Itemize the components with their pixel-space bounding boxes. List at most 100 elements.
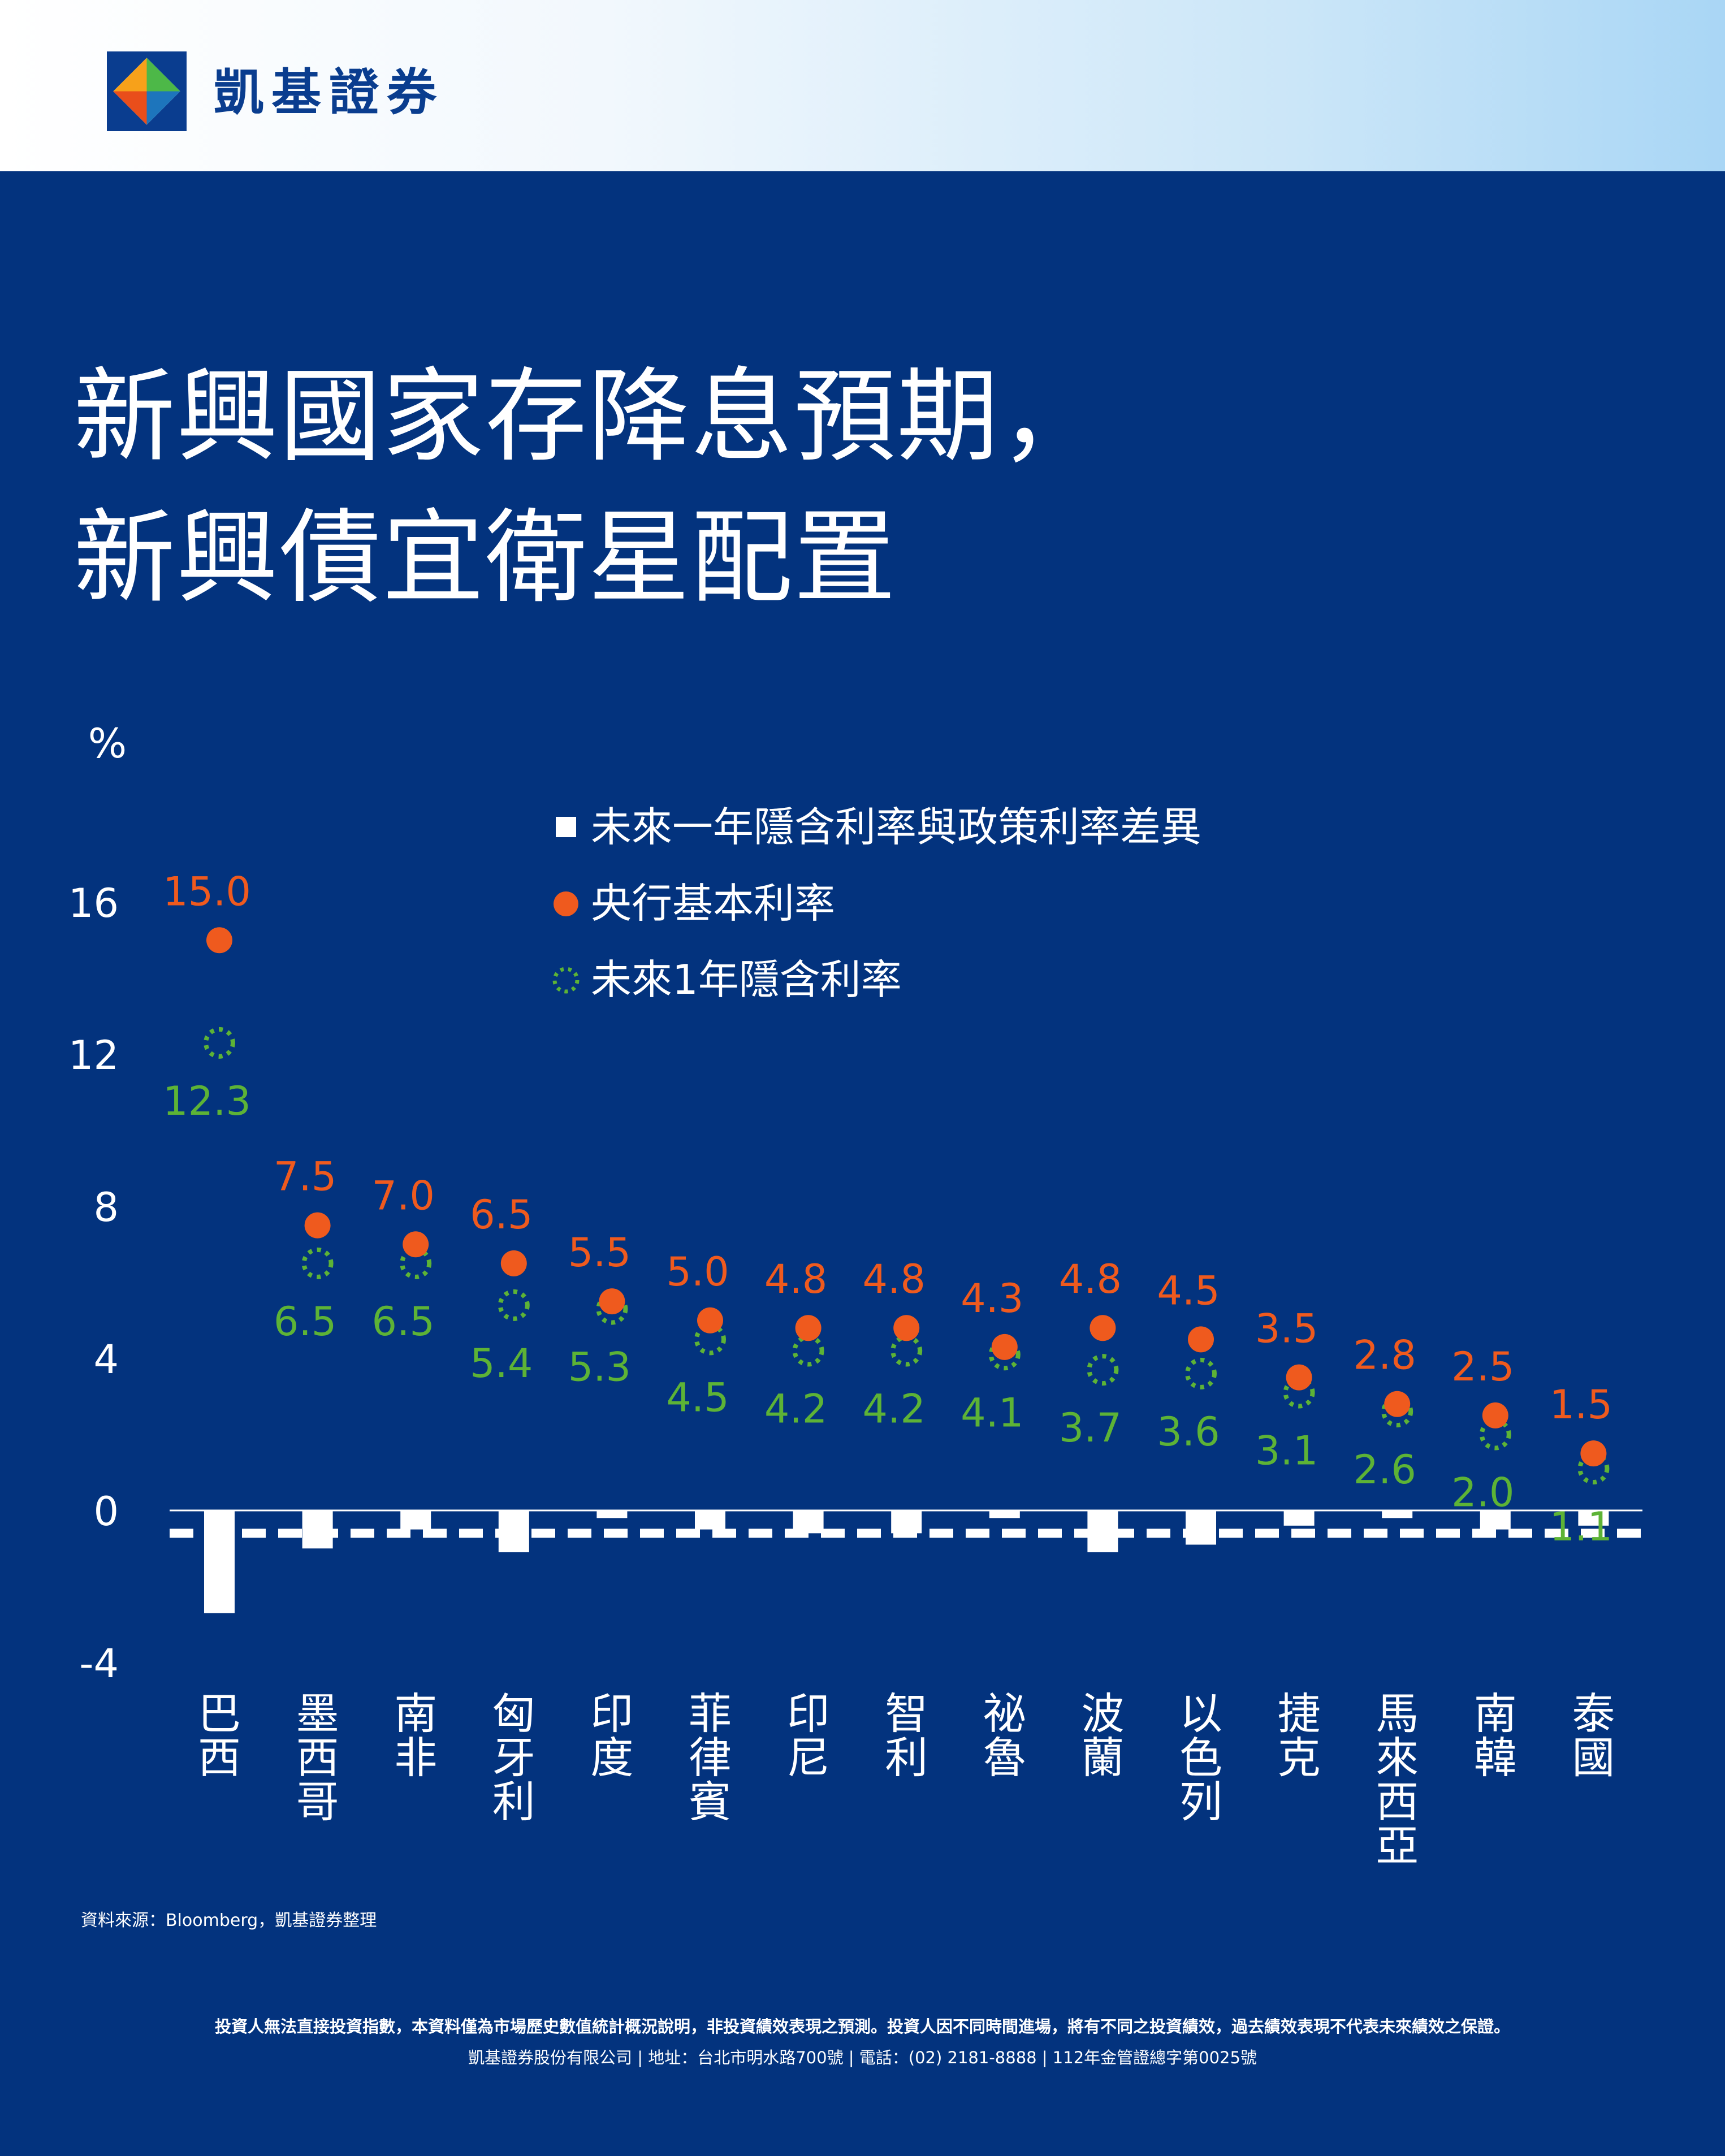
category-label: 西 — [296, 1733, 339, 1783]
data-label-implied: 4.2 — [764, 1386, 827, 1432]
marker-policy-rate — [893, 1315, 920, 1341]
bar-diff — [1480, 1510, 1511, 1530]
category-label: 克 — [1278, 1733, 1321, 1783]
bar-layer — [204, 1510, 1609, 1613]
marker-implied-rate — [890, 1335, 923, 1367]
bar-diff — [596, 1510, 628, 1518]
data-label-policy: 2.8 — [1354, 1332, 1416, 1379]
marker-policy-rate — [1286, 1364, 1312, 1391]
data-label-policy: 3.5 — [1255, 1306, 1318, 1352]
data-label-policy: 5.5 — [568, 1229, 631, 1276]
marker-policy-rate — [1580, 1440, 1607, 1467]
data-label-implied: 4.5 — [666, 1374, 729, 1421]
category-label: 牙 — [492, 1733, 535, 1783]
category-label: 巴 — [198, 1689, 241, 1739]
bar-diff — [1578, 1510, 1609, 1526]
bar-diff — [400, 1510, 431, 1530]
company-info: 凱基證券股份有限公司 | 地址：台北市明水路700號 | 電話：(02) 218… — [468, 2048, 1257, 2067]
category-label: 利 — [885, 1733, 928, 1783]
category-label: 度 — [590, 1733, 633, 1783]
y-tick-label: 0 — [93, 1488, 119, 1535]
y-tick-label: -4 — [79, 1640, 119, 1687]
data-label-policy: 4.8 — [863, 1256, 926, 1302]
data-label-implied: 2.6 — [1354, 1447, 1416, 1493]
bar-diff — [989, 1510, 1020, 1518]
y-axis-unit-label: % — [88, 720, 127, 767]
category-label: 利 — [492, 1777, 535, 1827]
category-label: 印 — [787, 1689, 830, 1739]
bar-diff — [204, 1510, 235, 1613]
marker-implied-rate — [301, 1247, 334, 1279]
data-label-policy: 4.3 — [961, 1275, 1023, 1322]
page-title-line-1: 新興國家存降息預期， — [74, 358, 1103, 476]
marker-implied-rate — [498, 1289, 530, 1321]
data-label-policy: 4.8 — [1059, 1256, 1122, 1302]
header-banner: 凱基證券 — [0, 0, 1725, 171]
legend-square-icon — [556, 817, 576, 837]
category-label: 哥 — [296, 1777, 339, 1827]
legend-orange-dot-icon — [554, 891, 578, 916]
marker-implied-rate — [204, 1027, 235, 1059]
y-tick-label: 4 — [93, 1336, 119, 1383]
label-layer: 15.0 7.5 7.0 6.5 5.5 5.0 4.8 4.8 4.3 4.8 4.5 3.5 2.8… — [163, 868, 1612, 1550]
category-label: 色 — [1179, 1733, 1222, 1783]
marker-policy-rate — [795, 1315, 822, 1341]
data-label-policy: 15.0 — [163, 868, 251, 915]
brand-logo-icon — [107, 51, 187, 131]
bar-diff — [1382, 1510, 1413, 1518]
data-label-policy: 2.5 — [1451, 1344, 1514, 1390]
legend-label-policy: 央行基本利率 — [591, 880, 836, 927]
marker-implied-rate — [1087, 1354, 1119, 1386]
category-label: 祕 — [983, 1689, 1026, 1739]
data-label-implied: 3.7 — [1059, 1405, 1122, 1451]
data-label-policy: 6.5 — [470, 1192, 533, 1238]
data-label-policy: 1.5 — [1550, 1382, 1612, 1428]
rate-chart: % 16 12 8 4 0 -4 15.0 7.5 7.0 6.5 5.5 5.0 4.8 4.8 4.3 4… — [68, 720, 1642, 1871]
category-label: 列 — [1179, 1777, 1222, 1827]
category-label: 亞 — [1376, 1821, 1419, 1871]
category-label: 尼 — [787, 1733, 830, 1783]
data-label-policy: 7.5 — [274, 1154, 336, 1200]
y-tick-label: 12 — [68, 1032, 119, 1079]
marker-policy-rate — [1482, 1402, 1508, 1428]
marker-policy-rate — [1188, 1326, 1214, 1353]
category-label: 國 — [1572, 1733, 1615, 1783]
category-label: 以 — [1179, 1689, 1222, 1739]
marker-policy-rate — [403, 1231, 429, 1258]
category-label: 馬 — [1376, 1689, 1419, 1739]
category-label: 賓 — [689, 1777, 732, 1827]
category-label: 韓 — [1474, 1733, 1517, 1783]
marker-implied-rate — [792, 1335, 824, 1367]
legend-green-dotted-circle-icon — [552, 967, 580, 994]
data-label-implied: 5.3 — [568, 1344, 631, 1391]
page-title-line-2: 新興債宜衛星配置 — [74, 499, 897, 617]
category-label: 匈 — [492, 1689, 535, 1739]
marker-policy-rate — [304, 1212, 331, 1239]
category-label: 南 — [394, 1689, 437, 1739]
data-label-implied: 12.3 — [163, 1078, 251, 1124]
data-label-implied: 4.1 — [961, 1389, 1023, 1436]
data-label-implied: 4.2 — [863, 1386, 926, 1432]
category-label: 魯 — [983, 1733, 1026, 1783]
data-label-policy: 7.0 — [372, 1172, 435, 1219]
category-label: 來 — [1376, 1733, 1419, 1783]
data-label-policy: 5.0 — [666, 1249, 729, 1295]
data-label-implied: 2.0 — [1451, 1470, 1514, 1516]
category-label: 泰 — [1572, 1689, 1615, 1739]
data-label-implied: 6.5 — [274, 1298, 336, 1345]
marker-layer — [204, 927, 1610, 1485]
brand-name: 凱基證券 — [214, 63, 445, 122]
category-label: 印 — [590, 1689, 633, 1739]
marker-implied-rate — [1185, 1357, 1217, 1389]
data-label-implied: 3.6 — [1157, 1409, 1220, 1455]
source-note: 資料來源：Bloomberg，凱基證券整理 — [81, 1911, 377, 1930]
bar-diff — [1186, 1510, 1216, 1545]
data-label-implied: 3.1 — [1255, 1428, 1318, 1474]
category-label: 蘭 — [1081, 1733, 1124, 1783]
marker-policy-rate — [599, 1288, 625, 1315]
legend-label-implied: 未來1年隱含利率 — [591, 956, 902, 1003]
category-label: 西 — [198, 1733, 241, 1783]
marker-policy-rate — [500, 1250, 527, 1276]
bar-diff — [695, 1510, 725, 1530]
